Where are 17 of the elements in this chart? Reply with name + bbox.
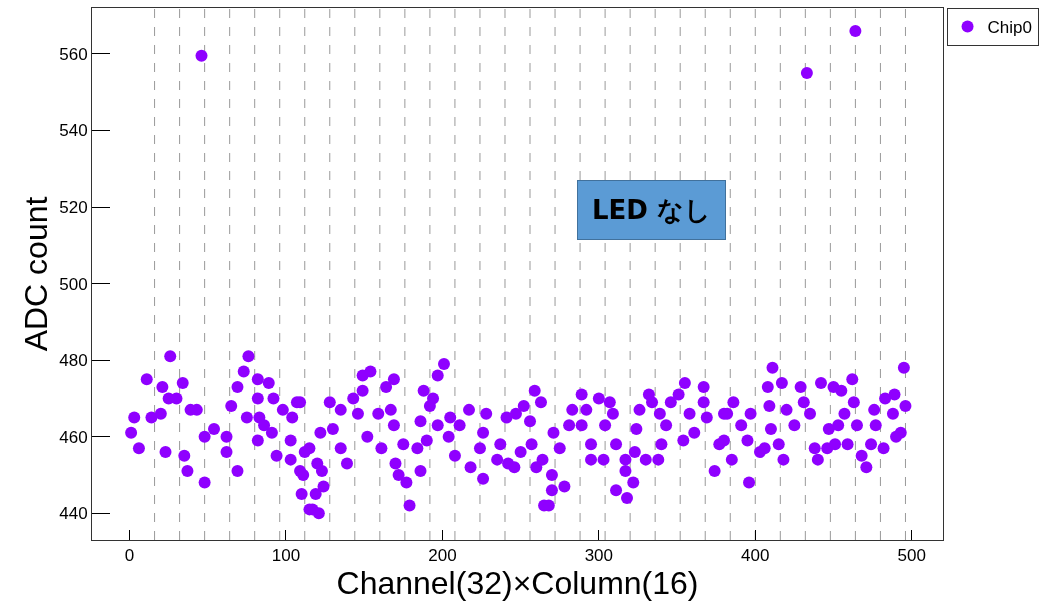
x-tick-label: 100 [271, 546, 301, 566]
y-tick-label: 440 [59, 504, 88, 524]
y-tick-label: 460 [59, 427, 88, 447]
y-tick-label: 520 [59, 197, 88, 217]
y-axis-title: ADC count [17, 196, 54, 352]
x-tick-label: 500 [897, 546, 926, 566]
x-axis-title: Channel(32)×Column(16) [336, 565, 699, 602]
y-tick-label: 540 [59, 121, 88, 141]
annotation: LED なし [592, 195, 711, 225]
y-tick-label: 560 [59, 44, 88, 64]
y-tick-label: 480 [59, 351, 88, 371]
x-tick-label: 0 [124, 546, 135, 566]
x-tick-label: 300 [584, 546, 614, 566]
x-tick-label: 200 [428, 546, 457, 566]
x-tick-label: 400 [741, 546, 770, 566]
y-tick-label: 500 [59, 274, 88, 294]
legend-label: Chip0 [987, 18, 1032, 38]
